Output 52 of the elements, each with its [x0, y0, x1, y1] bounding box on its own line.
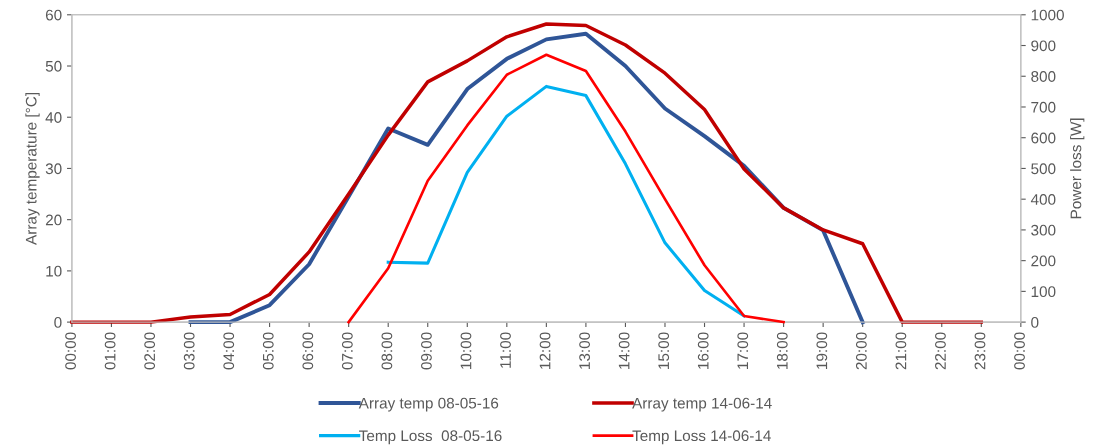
- y-axis-title: Array temperature [°C]: [25, 93, 40, 245]
- y2-axis-title: Power loss [W]: [1070, 118, 1085, 219]
- y-tick-label: 10: [46, 265, 62, 277]
- y2-tick-label: 300: [1031, 224, 1056, 236]
- line-series: [347, 53, 785, 324]
- x-tick-label: 09:00: [421, 332, 432, 370]
- y2-tick-label: 1000: [1031, 9, 1064, 21]
- legend-label: Temp Loss 08-05-16: [359, 430, 502, 445]
- x-tick-label: 01:00: [104, 332, 116, 370]
- y-tick-label: 0: [54, 316, 62, 328]
- x-tick-label: 21:00: [895, 332, 907, 370]
- x-tick-label: 04:00: [223, 332, 235, 370]
- y2-tick-label: 0: [1031, 316, 1039, 328]
- y-tick-label: 20: [45, 214, 62, 226]
- y2-tick-label: 700: [1031, 101, 1056, 113]
- x-tick-label: 05:00: [262, 332, 274, 370]
- y2-tick-label: 500: [1031, 163, 1056, 175]
- y2-tick-label: 800: [1031, 71, 1056, 82]
- x-tick-label: 13:00: [579, 332, 590, 369]
- y-tick-label: 30: [45, 163, 62, 175]
- x-tick-label: 15:00: [658, 332, 670, 369]
- x-tick-label: 07:00: [341, 332, 353, 370]
- x-tick-label: 00:00: [65, 332, 76, 370]
- x-tick-label: 17:00: [737, 332, 749, 369]
- x-tick-label: 20:00: [855, 332, 867, 370]
- x-tick-label: 23:00: [974, 332, 986, 370]
- line-series: [70, 22, 984, 324]
- y2-tick-label: 600: [1031, 132, 1056, 144]
- x-tick-label: 19:00: [816, 332, 828, 369]
- y-tick-label: 60: [45, 9, 62, 21]
- y2-tick-label: 200: [1031, 255, 1056, 267]
- y2-tick-label: 400: [1030, 194, 1056, 205]
- x-tick-label: 11:00: [500, 332, 511, 368]
- x-tick-label: 06:00: [302, 332, 314, 370]
- y2-tick-label: 900: [1031, 40, 1056, 52]
- x-tick-label: 03:00: [183, 332, 195, 370]
- y2-tick-label: 100: [1031, 286, 1056, 298]
- y-tick-label: 50: [45, 60, 62, 72]
- legend-label: Temp Loss 14-06-14: [632, 430, 771, 445]
- x-tick-label: 12:00: [539, 332, 551, 369]
- legend-label: Array temp 08-05-16: [358, 397, 499, 412]
- x-tick-label: 02:00: [144, 332, 156, 370]
- legend-label: Array temp 14-06-14: [632, 397, 772, 412]
- x-tick-label: 08:00: [381, 332, 393, 370]
- line-series: [386, 84, 746, 318]
- x-tick-label: 14:00: [618, 332, 630, 369]
- x-tick-label: 10:00: [460, 332, 472, 369]
- x-tick-label: 00:00: [1014, 332, 1025, 370]
- y-tick-label: 40: [45, 112, 62, 123]
- x-tick-label: 18:00: [776, 332, 788, 369]
- x-tick-label: 16:00: [697, 332, 709, 369]
- x-tick-label: 22:00: [935, 332, 946, 370]
